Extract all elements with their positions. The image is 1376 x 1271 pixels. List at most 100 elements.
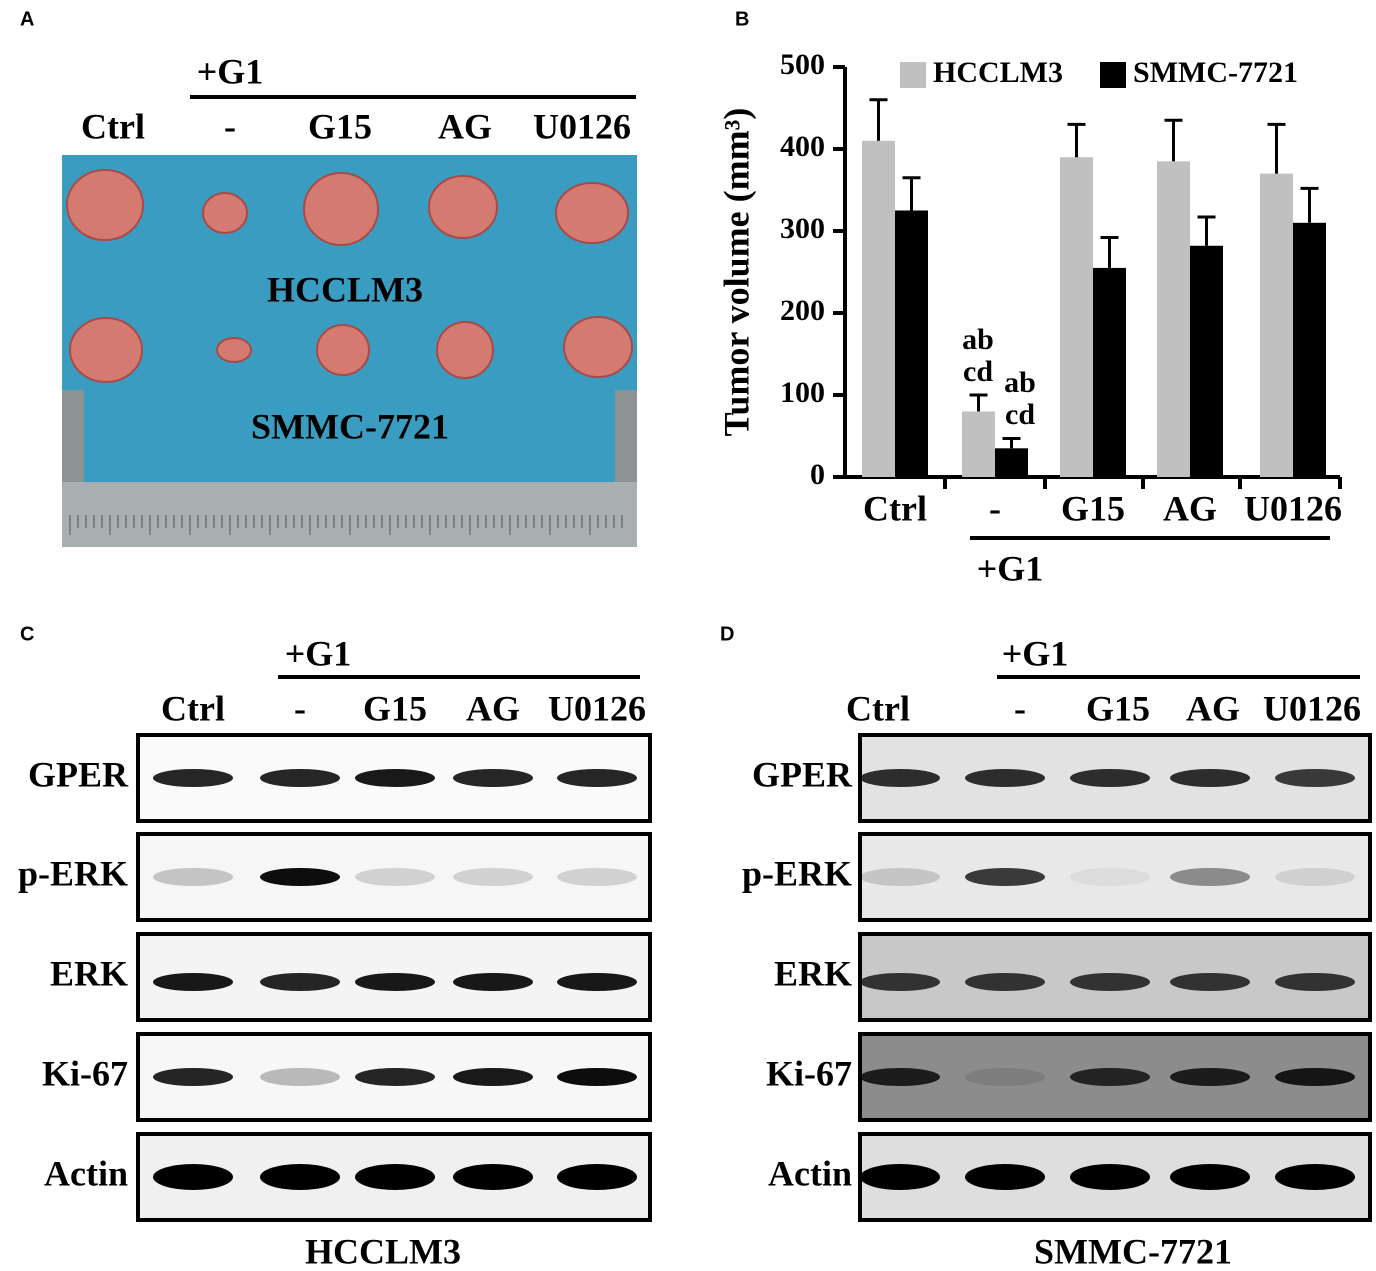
tumor xyxy=(66,169,144,241)
protein-label: Ki-67 xyxy=(766,1053,852,1093)
lane-label: - xyxy=(1014,688,1026,728)
bar xyxy=(895,210,928,477)
row-label: HCCLM3 xyxy=(267,269,423,309)
blot-band xyxy=(1070,769,1150,787)
protein-label: GPER xyxy=(28,754,129,794)
blot-box xyxy=(858,832,1372,922)
lane-label: Ctrl xyxy=(161,688,225,728)
x-tick-label: G15 xyxy=(1061,488,1125,528)
protein-label: ERK xyxy=(774,953,852,993)
y-tick-label: 200 xyxy=(780,294,825,327)
bar xyxy=(962,411,995,477)
blot-band xyxy=(557,973,637,991)
lane-label: U0126 xyxy=(548,688,646,728)
lane-label: U0126 xyxy=(1263,688,1361,728)
protein-label: Actin xyxy=(44,1153,128,1193)
blot-band xyxy=(453,973,533,991)
blot-band xyxy=(860,868,940,886)
row-label: SMMC-7721 xyxy=(251,406,449,446)
blot-band xyxy=(260,769,340,787)
group-label: +G1 xyxy=(285,633,352,673)
y-axis-label: Tumor volume (mm³) xyxy=(716,108,756,437)
error-bar xyxy=(1267,122,1286,174)
lane-label: G15 xyxy=(363,688,427,728)
blot-band xyxy=(557,1068,637,1086)
tumor xyxy=(216,337,252,363)
blot-band xyxy=(1275,868,1355,886)
blot-band xyxy=(1170,973,1250,991)
protein-label: p-ERK xyxy=(742,853,852,893)
blot-band xyxy=(260,973,340,991)
error-bar xyxy=(869,98,888,141)
annotation: ab xyxy=(1004,366,1036,399)
x-tick-label: Ctrl xyxy=(863,488,927,528)
protein-label: p-ERK xyxy=(18,853,128,893)
error-bar xyxy=(969,393,988,412)
blot-band xyxy=(1275,1164,1355,1190)
lane-label: - xyxy=(294,688,306,728)
lane-label: Ctrl xyxy=(846,688,910,728)
cell-line-label: HCCLM3 xyxy=(305,1231,461,1271)
tumor xyxy=(69,317,143,383)
blot-band xyxy=(355,973,435,991)
annotation: ab xyxy=(962,323,994,356)
blot-band xyxy=(153,1068,233,1086)
blot-band xyxy=(860,973,940,991)
lane-label: G15 xyxy=(1086,688,1150,728)
blot-band xyxy=(453,1068,533,1086)
y-tick-label: 300 xyxy=(780,212,825,245)
blot-band xyxy=(1170,1068,1250,1086)
tumor xyxy=(202,192,248,234)
blot-band xyxy=(1170,868,1250,886)
tumor xyxy=(555,182,629,244)
group-label: +G1 xyxy=(977,548,1044,588)
blot-band xyxy=(965,769,1045,787)
protein-label: Ki-67 xyxy=(42,1053,128,1093)
blot-band xyxy=(557,868,637,886)
blot-band xyxy=(1070,973,1150,991)
tumor xyxy=(563,316,633,378)
tumor xyxy=(428,175,498,239)
blot-band xyxy=(153,1164,233,1190)
lane-label: U0126 xyxy=(533,106,631,146)
blot-band xyxy=(1275,1068,1355,1086)
blot-band xyxy=(355,868,435,886)
blot-band xyxy=(355,1068,435,1086)
blot-band xyxy=(153,769,233,787)
group-label: +G1 xyxy=(1002,633,1069,673)
blot-band xyxy=(965,1068,1045,1086)
blot-band xyxy=(153,868,233,886)
tumor xyxy=(436,321,494,379)
tumor xyxy=(303,172,379,246)
blot-band xyxy=(965,868,1045,886)
blot-band xyxy=(260,868,340,886)
blot-band xyxy=(965,1164,1045,1190)
blot-band xyxy=(860,1164,940,1190)
blot-band xyxy=(1170,1164,1250,1190)
blot-band xyxy=(1070,1068,1150,1086)
error-bar xyxy=(1300,186,1319,223)
bar xyxy=(1060,157,1093,477)
lane-label: Ctrl xyxy=(81,106,145,146)
blot-band xyxy=(355,1164,435,1190)
bar xyxy=(1260,173,1293,477)
legend-label: HCCLM3 xyxy=(933,56,1063,89)
legend-swatch xyxy=(1100,62,1126,88)
panel-letter: D xyxy=(720,623,734,645)
error-bar xyxy=(1002,436,1021,449)
lane-label: G15 xyxy=(308,106,372,146)
y-tick-label: 500 xyxy=(780,48,825,81)
caliper-left xyxy=(62,390,84,482)
blot-band xyxy=(260,1068,340,1086)
bar xyxy=(1157,161,1190,478)
annotation: cd xyxy=(1005,398,1035,431)
legend-label: SMMC-7721 xyxy=(1133,56,1298,89)
blot-band xyxy=(153,973,233,991)
blot-band xyxy=(860,769,940,787)
blot-band xyxy=(1070,868,1150,886)
protein-label: ERK xyxy=(50,953,128,993)
panel-letter: A xyxy=(20,8,34,30)
lane-label: AG xyxy=(438,106,492,146)
blot-band xyxy=(260,1164,340,1190)
